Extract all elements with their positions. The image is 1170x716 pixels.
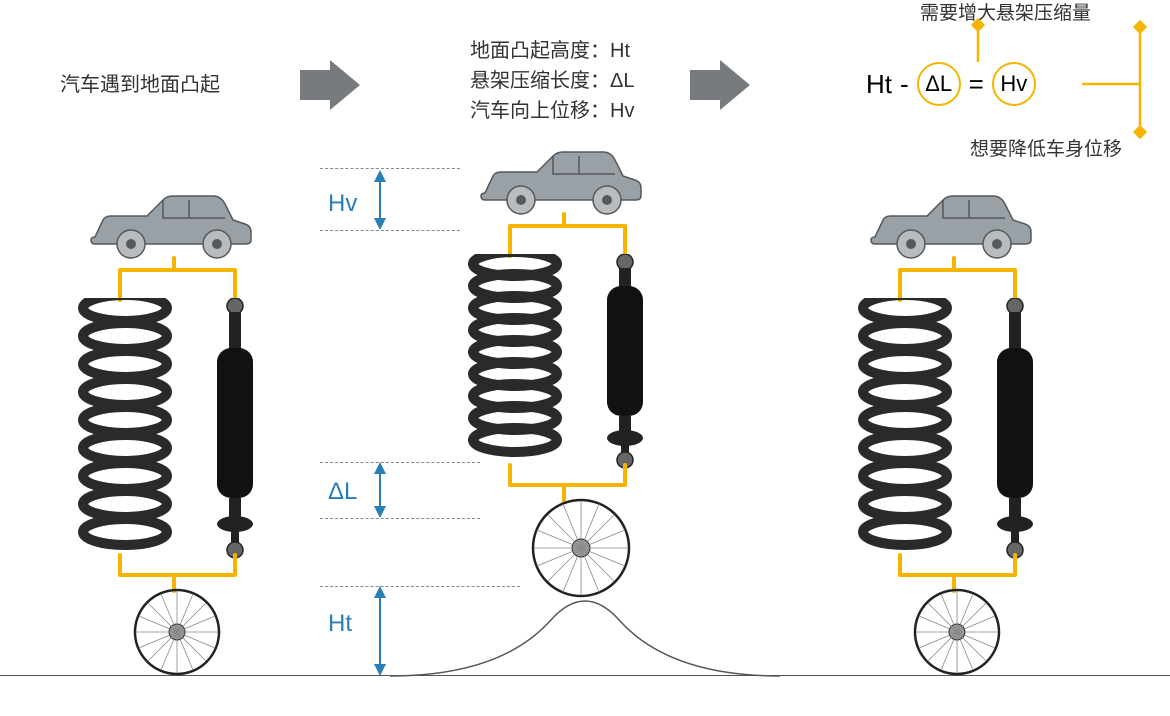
legend-line-1: 地面凸起高度：Ht <box>470 36 634 66</box>
dim-hv-label: Hv <box>328 190 357 218</box>
suspension-1 <box>75 298 295 573</box>
panel-3: 需要增大悬架压缩量 想要降低车身位移 Ht - ΔL = Hv <box>780 0 1170 716</box>
legend-line-3: 汽车向上位移：Hv <box>470 96 634 126</box>
wheel-3 <box>913 588 1001 681</box>
wheel-2 <box>531 498 631 603</box>
dash-hv-top <box>320 168 460 169</box>
panel-2: 地面凸起高度：Ht 悬架压缩长度：ΔL 汽车向上位移：Hv Hv <box>390 0 780 716</box>
car-3 <box>865 192 1035 262</box>
suspension-3 <box>855 298 1075 573</box>
dim-ht-arrow <box>370 586 390 676</box>
panel-1: 汽车遇到地面凸起 <box>0 0 390 716</box>
panel2-legend: 地面凸起高度：Ht 悬架压缩长度：ΔL 汽车向上位移：Hv <box>470 36 634 126</box>
dash-dl-top <box>320 462 480 463</box>
car-2 <box>475 148 645 218</box>
dim-ht-label: Ht <box>328 610 352 638</box>
legend-line-2: 悬架压缩长度：ΔL <box>470 66 634 96</box>
wheel-1 <box>133 588 221 681</box>
panel1-title: 汽车遇到地面凸起 <box>60 70 220 100</box>
dash-hv-bot <box>320 230 460 231</box>
dim-hv-arrow <box>370 170 390 230</box>
dim-dl-arrow <box>370 462 390 518</box>
dim-dl-label: ΔL <box>328 478 357 506</box>
car-1 <box>85 192 255 262</box>
suspension-2 <box>465 254 685 489</box>
equation-connectors <box>780 0 1170 170</box>
dash-dl-bot <box>320 518 480 519</box>
dash-ht-top <box>320 586 520 587</box>
